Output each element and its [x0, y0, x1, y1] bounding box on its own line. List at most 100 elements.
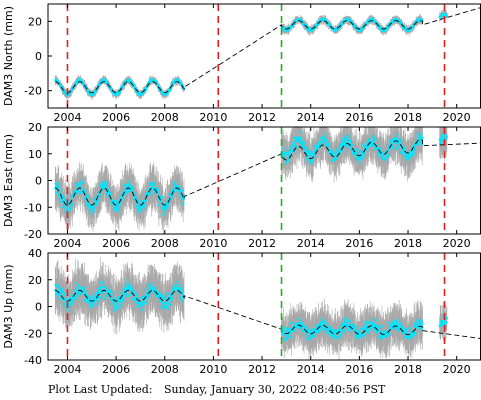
data-point: [61, 205, 64, 209]
data-point: [157, 203, 161, 207]
data-point: [290, 26, 293, 29]
data-point: [182, 201, 185, 204]
data-point: [400, 152, 403, 155]
data-point: [387, 153, 390, 157]
data-point: [93, 199, 97, 202]
data-point: [79, 191, 82, 194]
x-tick-label: 2012: [248, 237, 276, 250]
data-point: [421, 136, 424, 140]
data-point: [83, 285, 86, 289]
data-point: [348, 147, 351, 150]
data-point: [68, 198, 71, 201]
data-point: [94, 303, 97, 307]
data-point: [330, 149, 334, 153]
data-point: [173, 182, 177, 186]
data-point: [64, 211, 67, 214]
data-point: [392, 145, 395, 148]
data-point: [142, 205, 146, 208]
data-point: [395, 133, 398, 137]
data-point: [150, 193, 153, 196]
data-point: [414, 147, 417, 151]
data-point: [72, 289, 75, 292]
data-point: [58, 194, 61, 197]
x-tick-label: 2008: [151, 111, 179, 124]
y-tick-label: 20: [28, 15, 42, 28]
data-point: [440, 141, 443, 144]
data-point: [67, 297, 70, 301]
data-point: [140, 206, 143, 209]
data-point: [286, 149, 289, 152]
data-point: [349, 139, 352, 142]
data-point: [68, 304, 71, 308]
data-point: [99, 194, 102, 197]
data-point: [81, 287, 85, 290]
data-point: [292, 141, 295, 144]
data-point: [302, 143, 305, 146]
data-point: [62, 302, 65, 305]
data-point: [338, 150, 341, 153]
data-point: [357, 156, 360, 159]
model-line: [55, 7, 481, 94]
data-point: [387, 26, 390, 29]
data-point: [90, 305, 94, 308]
data-point: [76, 192, 79, 195]
data-point: [75, 190, 78, 193]
data-point: [174, 180, 177, 183]
data-point: [315, 148, 318, 151]
data-point: [306, 158, 309, 161]
data-point: [159, 195, 162, 198]
x-tick-label: 2016: [345, 111, 373, 124]
data-point: [403, 147, 407, 150]
data-point: [412, 152, 415, 155]
data-point: [398, 146, 401, 149]
data-point: [411, 154, 414, 157]
y-tick-label: -10: [24, 201, 42, 214]
data-point: [402, 149, 405, 152]
data-point: [399, 138, 402, 141]
data-point: [417, 142, 420, 146]
x-tick-label: 2006: [102, 111, 130, 124]
data-point: [132, 186, 135, 190]
data-point: [146, 186, 149, 190]
data-point: [406, 153, 410, 156]
data-point: [181, 189, 184, 192]
data-point: [170, 197, 173, 200]
data-point: [168, 195, 172, 198]
data-point: [419, 132, 422, 135]
data-point: [325, 140, 328, 143]
data-point: [67, 309, 70, 312]
data-point: [144, 199, 148, 202]
data-point: [366, 149, 369, 152]
data-point: [55, 191, 58, 194]
data-point: [88, 209, 91, 212]
data-point: [166, 92, 169, 96]
data-point: [85, 290, 88, 293]
data-point: [323, 133, 326, 136]
data-point: [81, 178, 84, 182]
data-point: [370, 134, 374, 137]
x-tick-label: 2020: [443, 111, 471, 124]
data-point: [289, 151, 292, 154]
data-point: [300, 137, 303, 141]
data-point: [105, 183, 108, 186]
data-point: [410, 150, 414, 153]
data-point: [294, 145, 297, 148]
x-tick-label: 2006: [102, 237, 130, 250]
data-point: [374, 138, 377, 142]
data-point: [77, 284, 80, 287]
data-point: [361, 28, 364, 31]
y-axis-label: DAM3 North (mm): [2, 6, 15, 106]
data-point: [75, 286, 78, 289]
data-point: [395, 136, 398, 139]
data-point: [327, 143, 330, 146]
data-point: [344, 144, 348, 148]
data-point: [318, 137, 321, 140]
data-point: [63, 197, 67, 201]
error-bars: [54, 9, 448, 101]
data-point: [123, 193, 126, 196]
data-point: [84, 298, 87, 301]
data-point: [74, 289, 78, 292]
data-point: [363, 144, 366, 147]
data-point: [399, 140, 403, 143]
y-tick-label: 10: [28, 148, 42, 161]
